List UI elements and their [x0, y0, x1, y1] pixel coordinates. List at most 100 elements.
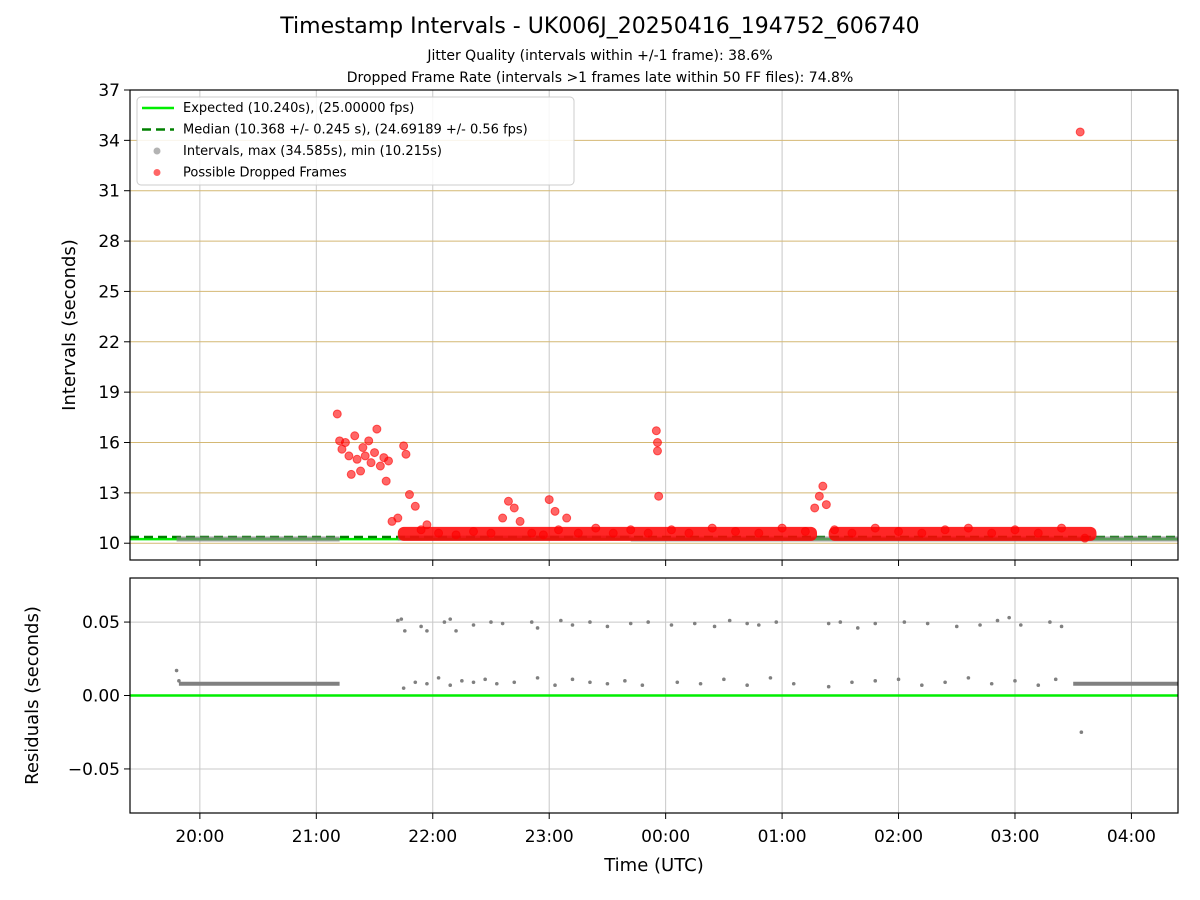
residual-point — [989, 681, 994, 686]
residual-point — [1048, 620, 1052, 624]
dropped-frame-point — [1010, 525, 1020, 535]
residual-point — [403, 629, 407, 633]
residual-point — [425, 629, 429, 633]
dropped-frame-point — [372, 424, 382, 434]
dropped-frame-point — [366, 458, 376, 468]
dropped-frame-point — [498, 513, 508, 523]
residual-point — [838, 620, 843, 624]
dropped-frame-point — [917, 528, 927, 538]
residual-point — [745, 683, 749, 688]
residual-point — [757, 623, 761, 627]
top-ytick-label: 16 — [98, 434, 120, 454]
bottom-ylabel: Residuals (seconds) — [22, 606, 43, 785]
residual-point — [177, 679, 181, 683]
residual-point — [850, 680, 854, 685]
dropped-frame-point — [652, 438, 662, 447]
dropped-frame-point — [754, 528, 764, 538]
top-ytick-label: 25 — [98, 282, 120, 302]
bottom-ytick-label: 0.00 — [82, 687, 120, 707]
chart-subtitle-jitter: Jitter Quality (intervals within +/-1 fr… — [427, 48, 773, 64]
dropped-frame-point — [894, 526, 904, 536]
residual-point — [791, 681, 796, 686]
residual-point — [471, 623, 476, 627]
residual-point — [1053, 677, 1058, 682]
dropped-frame-point — [375, 461, 385, 471]
dropped-frame-point — [486, 528, 496, 538]
dropped-frame-point — [608, 528, 618, 538]
dropped-frame-point — [340, 438, 350, 447]
residual-point — [826, 621, 831, 626]
dropped-frame-point — [626, 525, 636, 535]
legend-box — [136, 96, 575, 186]
top-ytick-label: 10 — [98, 534, 120, 554]
residual-point — [419, 624, 423, 629]
dropped-frame-point — [451, 530, 461, 540]
residual-point — [570, 623, 575, 627]
dropped-frame-point — [503, 496, 513, 506]
residual-point — [628, 621, 633, 626]
legend-label-interval: Intervals, max (34.585s), min (10.215s) — [183, 144, 442, 159]
residual-point — [553, 683, 557, 688]
residual-point — [1079, 730, 1084, 735]
xtick-label: 00:00 — [641, 827, 690, 847]
dropped-frame-point — [829, 525, 839, 535]
chart-subtitle-dropped: Dropped Frame Rate (intervals >1 frames … — [346, 70, 854, 86]
residual-point — [925, 621, 930, 626]
dropped-frame-point — [416, 525, 426, 535]
top-ytick-label: 22 — [98, 333, 120, 353]
dropped-frame-point — [550, 506, 560, 516]
dropped-frame-point — [870, 523, 880, 533]
residual-point — [559, 618, 563, 623]
dropped-frame-point — [364, 436, 374, 446]
residual-point — [448, 617, 453, 621]
residual-point — [535, 626, 540, 630]
residual-point — [640, 683, 645, 688]
residual-point — [1059, 624, 1064, 629]
residual-point — [483, 677, 487, 682]
top-plot-frame — [129, 89, 1179, 561]
dropped-frame-point — [384, 456, 394, 466]
residual-point — [722, 677, 726, 682]
residual-point — [605, 624, 610, 629]
residual-point — [448, 683, 453, 688]
top-ylabel: Intervals (seconds) — [59, 239, 80, 411]
xtick-label: 23:00 — [525, 827, 574, 847]
residual-point — [605, 681, 610, 686]
residual-point — [855, 626, 860, 630]
top-ytick-label: 28 — [98, 232, 120, 252]
residual-point — [873, 679, 878, 683]
residual-point — [489, 620, 493, 624]
residual-point — [954, 624, 959, 629]
dropped-frame-point — [422, 520, 432, 530]
dropped-frame-point — [777, 523, 787, 533]
legend-label-dropped: Possible Dropped Frames — [183, 166, 347, 181]
dropped-frame-point — [814, 491, 824, 501]
dropped-frame-point — [358, 443, 368, 453]
residual-point — [712, 624, 717, 629]
residual-point — [1019, 623, 1023, 627]
residual-point — [902, 620, 907, 624]
xtick-label: 01:00 — [758, 827, 807, 847]
residual-point — [873, 621, 878, 626]
dropped-frame-point — [847, 528, 857, 538]
dropped-frame-point — [643, 528, 653, 538]
dropped-frame-point — [393, 513, 403, 523]
residual-point — [623, 679, 627, 683]
dropped-frame-point — [562, 513, 572, 523]
dropped-frame-point — [654, 491, 664, 501]
top-ytick-label: 37 — [98, 81, 120, 101]
dropped-frame-point — [818, 481, 828, 491]
dropped-frame-point — [1080, 533, 1090, 543]
dropped-frame-point — [469, 526, 479, 536]
residual-point — [570, 677, 575, 682]
dropped-frame-point — [527, 528, 537, 538]
residual-point — [396, 618, 400, 623]
dropped-frame-point — [544, 495, 554, 505]
dropped-frame-point — [1075, 127, 1085, 137]
dropped-frame-point — [538, 530, 548, 540]
dropped-frame-point — [707, 523, 717, 533]
dropped-frame-point — [1057, 523, 1067, 533]
dropped-frame-point — [350, 431, 360, 441]
dropped-frame-point — [810, 503, 820, 513]
residual-point — [401, 686, 406, 690]
